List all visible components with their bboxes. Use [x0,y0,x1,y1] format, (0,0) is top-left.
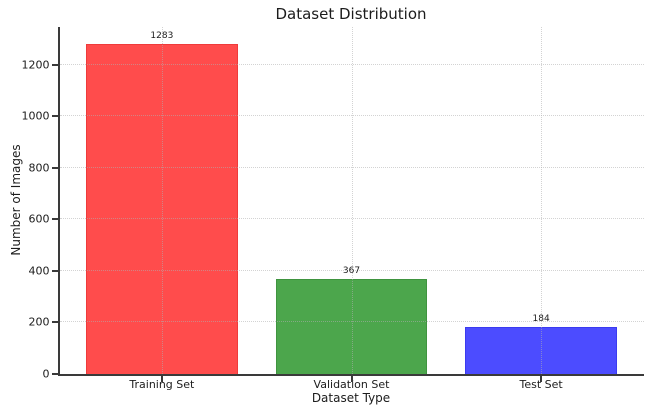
y-tick-mark [51,321,58,324]
x-tick-mark [540,376,543,382]
y-axis-spine [57,27,60,376]
grid-line-vertical [351,27,353,374]
x-tick-mark [350,376,353,382]
y-tick-mark [51,269,58,272]
y-tick-mark [51,115,58,118]
y-tick-label: 1000 [21,109,50,123]
y-tick-mark [51,166,58,169]
bar-value-label: 1283 [150,30,174,41]
grid-line-vertical [541,27,543,374]
y-tick-mark [51,373,58,375]
y-axis-label: Number of Images [9,144,23,256]
y-tick-label: 0 [42,367,50,381]
x-tick-label: Validation Set [313,378,390,391]
y-tick-mark [51,218,58,221]
grid-line-vertical [161,27,163,374]
bar-validation-set [275,279,428,374]
chart-title: Dataset Distribution [275,5,427,23]
x-tick-label: Test Set [519,378,563,391]
bar-value-label: 184 [532,313,550,324]
y-tick-label: 1200 [21,58,50,72]
plot-area: 0 200 400 600 800 1000 1200 1283 Training Set 367… [22,27,644,391]
x-axis-label: Dataset Type [311,391,391,405]
x-axis-spine [57,374,644,376]
y-tick-label: 600 [28,212,50,226]
x-tick-label: Training Set [129,378,195,391]
y-tick-label: 800 [28,161,50,175]
y-tick-mark [51,63,58,66]
bar-value-label: 367 [342,266,361,277]
y-tick-label: 400 [28,264,50,278]
x-tick-mark [160,376,163,382]
y-tick-label: 200 [28,315,50,329]
